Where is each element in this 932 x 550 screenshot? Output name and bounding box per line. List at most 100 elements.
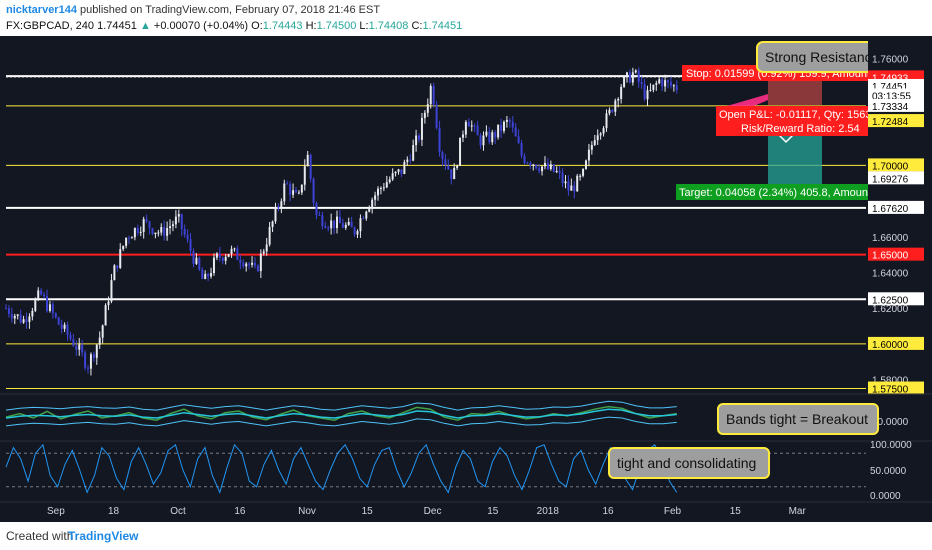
price-label-text: 1.70000: [872, 161, 909, 172]
high-value: 1.74500: [316, 20, 357, 32]
x-tick-label: 16: [602, 506, 614, 517]
candle-body: [236, 248, 239, 260]
chart-canvas[interactable]: Stop: 0.01599 (0.92%) 159.9, Amount: 2 O…: [0, 36, 932, 522]
candle-body: [259, 253, 262, 272]
candle-body: [626, 72, 629, 77]
candle-body: [394, 171, 397, 174]
x-tick-label: Sep: [47, 506, 65, 517]
candle-body: [500, 124, 503, 131]
candle-body: [341, 223, 344, 228]
ind2-tick-label: 0.0000: [870, 491, 901, 502]
open-label: O:: [251, 20, 263, 32]
x-tick-label: Oct: [170, 506, 186, 517]
published-text: published on TradingView.com, February 0…: [80, 4, 381, 16]
candle-body: [139, 231, 142, 233]
candle-body: [464, 121, 467, 135]
x-tick-label: 15: [487, 506, 499, 517]
tradingview-logo[interactable]: TradingView: [68, 529, 139, 543]
price-label-text: 1.60000: [872, 340, 909, 351]
candle-body: [283, 183, 286, 202]
candle-body: [371, 199, 374, 208]
candle-body: [145, 219, 148, 222]
candle-body: [576, 175, 579, 192]
candle-body: [590, 144, 593, 150]
candle-body: [441, 152, 444, 160]
candle-body: [403, 162, 406, 174]
candle-body: [251, 262, 254, 265]
target-box: [676, 184, 882, 200]
candle-body: [672, 85, 675, 87]
candle-body: [415, 135, 418, 146]
y-tick-label: 1.58000: [872, 376, 909, 387]
candle-body: [333, 220, 336, 229]
candle-body: [526, 162, 529, 164]
x-tick-label: Feb: [664, 506, 682, 517]
x-tick-label: 16: [234, 506, 246, 517]
candle-body: [215, 253, 218, 258]
candle-body: [16, 314, 19, 316]
price-label-box: [868, 381, 924, 395]
close-label: C:: [411, 20, 423, 32]
candle-body: [107, 301, 110, 306]
candle-body: [151, 228, 154, 235]
candle-body: [596, 135, 599, 141]
candle-body: [177, 214, 180, 217]
candle-body: [646, 90, 649, 100]
candle-body: [356, 231, 359, 235]
price-label-box: [868, 98, 924, 112]
candle-body: [491, 132, 494, 143]
candle-body: [617, 98, 620, 101]
candle-body: [426, 104, 429, 113]
candle-body: [256, 265, 259, 272]
candle-body: [652, 84, 655, 90]
candle-body: [186, 234, 189, 240]
candle-body: [101, 325, 104, 338]
candle-body: [541, 166, 544, 172]
bands-text: Bands tight = Breakout: [726, 411, 868, 427]
candle-body: [508, 119, 511, 122]
price-label-text: 1.74451: [872, 82, 909, 93]
candle-body: [502, 121, 505, 131]
author-name[interactable]: nicktarver144: [6, 4, 77, 16]
price-label-text: 1.57500: [872, 385, 909, 396]
candle-body: [180, 214, 183, 230]
candle-body: [268, 227, 271, 245]
price-label-text: 1.69276: [872, 174, 909, 185]
candle-body: [171, 224, 174, 227]
candle-body: [142, 219, 145, 232]
candle-body: [359, 218, 362, 232]
price-change: +0.00070 (+0.04%): [153, 20, 249, 32]
chart-area[interactable]: Stop: 0.01599 (0.92%) 159.9, Amount: 2 O…: [0, 36, 932, 522]
x-tick-label: 18: [108, 506, 120, 517]
candle-body: [303, 166, 306, 185]
candle-body: [549, 164, 552, 170]
candle-body: [265, 244, 268, 252]
chart-header: nicktarver144 published on TradingView.c…: [0, 0, 932, 36]
candle-body: [207, 273, 210, 277]
candle-body: [456, 165, 459, 168]
candle-body: [605, 113, 608, 129]
footer: Created with TradingView: [0, 522, 932, 550]
price-label-box: [868, 247, 924, 261]
candle-body: [218, 253, 221, 258]
candle-body: [318, 214, 321, 216]
candle-body: [423, 112, 426, 118]
price-label-text: 1.72484: [872, 117, 909, 128]
indicator-oscillator-panel: 100.0000 50.0000 0.0000: [0, 440, 932, 502]
low-label: L:: [359, 20, 369, 32]
candle-body: [19, 314, 22, 323]
x-tick-label: Dec: [424, 506, 442, 517]
candle-body: [447, 165, 450, 170]
low-value: 1.74408: [368, 20, 409, 32]
x-tick-label: Mar: [789, 506, 807, 517]
candle-body: [221, 257, 224, 261]
candle-body: [163, 227, 166, 236]
candle-body: [13, 315, 16, 319]
candle-body: [10, 313, 13, 319]
candle-body: [122, 245, 125, 250]
candle-body: [438, 127, 441, 153]
candle-body: [312, 178, 315, 203]
open-value: 1.74443: [262, 20, 303, 32]
candle-body: [599, 133, 602, 136]
candle-body: [210, 272, 213, 277]
